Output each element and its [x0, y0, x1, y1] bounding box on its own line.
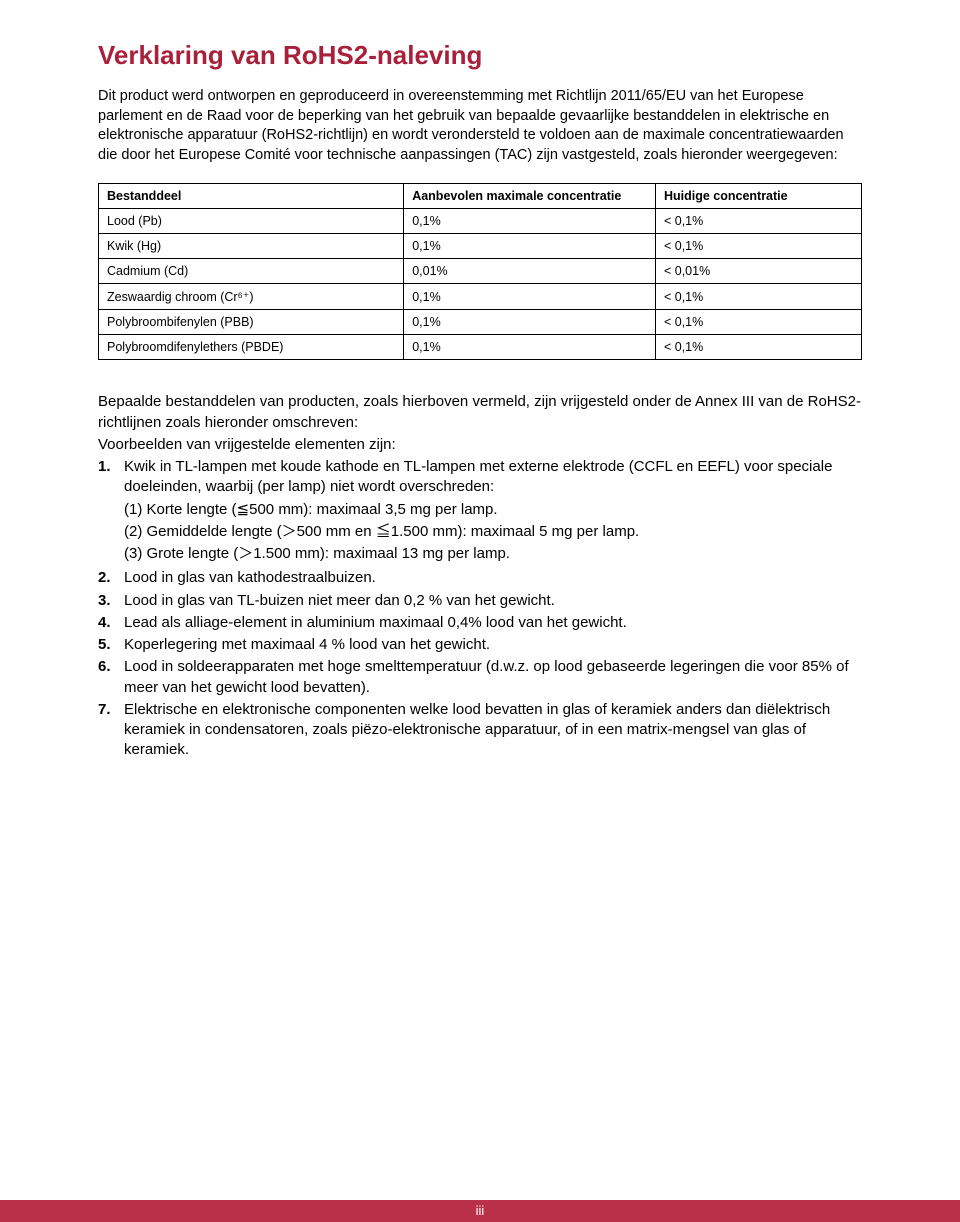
document-page: Verklaring van RoHS2-naleving Dit produc… [0, 0, 960, 1222]
list-text: Lood in glas van kathodestraalbuizen. [124, 568, 862, 588]
list-item: 2. Lood in glas van kathodestraalbuizen. [98, 568, 862, 588]
cell-substance: Kwik (Hg) [99, 234, 404, 259]
list-item: 4. Lead als alliage-element in aluminium… [98, 613, 862, 633]
page-title: Verklaring van RoHS2-naleving [98, 40, 862, 71]
cell-substance: Polybroombifenylen (PBB) [99, 310, 404, 335]
list-number: 5. [98, 635, 124, 655]
list-item: 5. Koperlegering met maximaal 4 % lood v… [98, 635, 862, 655]
table-row: Polybroombifenylen (PBB) 0,1% < 0,1% [99, 310, 862, 335]
list-text: Koperlegering met maximaal 4 % lood van … [124, 635, 862, 655]
list-number: 6. [98, 657, 124, 698]
list-text: Kwik in TL-lampen met koude kathode en T… [124, 458, 832, 495]
list-text: Lead als alliage-element in aluminium ma… [124, 613, 862, 633]
table-header-row: Bestanddeel Aanbevolen maximale concentr… [99, 184, 862, 209]
page-footer: iii [0, 1200, 960, 1222]
table-row: Zeswaardig chroom (Cr⁶⁺) 0,1% < 0,1% [99, 284, 862, 310]
cell-current: < 0,1% [655, 234, 861, 259]
cell-max: 0,1% [404, 310, 656, 335]
col-header-substance: Bestanddeel [99, 184, 404, 209]
list-number: 1. [98, 457, 124, 566]
col-header-max: Aanbevolen maximale concentratie [404, 184, 656, 209]
exemption-list: 1. Kwik in TL-lampen met koude kathode e… [98, 457, 862, 761]
list-item: 6. Lood in soldeerapparaten met hoge sme… [98, 657, 862, 698]
exemption-section: Bepaalde bestanddelen van producten, zoa… [98, 392, 862, 760]
cell-max: 0,01% [404, 259, 656, 284]
table-row: Polybroomdifenylethers (PBDE) 0,1% < 0,1… [99, 335, 862, 360]
list-text: Lood in glas van TL-buizen niet meer dan… [124, 591, 862, 611]
rohs-table: Bestanddeel Aanbevolen maximale concentr… [98, 183, 862, 360]
list-item: 3. Lood in glas van TL-buizen niet meer … [98, 591, 862, 611]
table-row: Lood (Pb) 0,1% < 0,1% [99, 209, 862, 234]
cell-max: 0,1% [404, 284, 656, 310]
sub-item: (3) Grote lengte (＞1.500 mm): maximaal 1… [124, 544, 862, 564]
list-number: 3. [98, 591, 124, 611]
cell-max: 0,1% [404, 335, 656, 360]
cell-current: < 0,1% [655, 284, 861, 310]
list-number: 7. [98, 700, 124, 761]
sub-item: (1) Korte lengte (≦500 mm): maximaal 3,5… [124, 500, 862, 520]
page-number: iii [476, 1203, 485, 1218]
cell-current: < 0,01% [655, 259, 861, 284]
cell-substance: Polybroomdifenylethers (PBDE) [99, 335, 404, 360]
cell-current: < 0,1% [655, 335, 861, 360]
cell-substance: Cadmium (Cd) [99, 259, 404, 284]
list-number: 2. [98, 568, 124, 588]
table-row: Cadmium (Cd) 0,01% < 0,01% [99, 259, 862, 284]
list-number: 4. [98, 613, 124, 633]
table-row: Kwik (Hg) 0,1% < 0,1% [99, 234, 862, 259]
cell-current: < 0,1% [655, 310, 861, 335]
list-item: 1. Kwik in TL-lampen met koude kathode e… [98, 457, 862, 566]
cell-substance: Zeswaardig chroom (Cr⁶⁺) [99, 284, 404, 310]
exempt-intro-1: Bepaalde bestanddelen van producten, zoa… [98, 392, 862, 433]
cell-max: 0,1% [404, 234, 656, 259]
exempt-intro-2: Voorbeelden van vrijgestelde elementen z… [98, 435, 862, 455]
intro-paragraph: Dit product werd ontworpen en geproducee… [98, 87, 862, 165]
cell-max: 0,1% [404, 209, 656, 234]
sub-list: (1) Korte lengte (≦500 mm): maximaal 3,5… [124, 500, 862, 565]
cell-substance: Lood (Pb) [99, 209, 404, 234]
list-text: Elektrische en elektronische componenten… [124, 700, 862, 761]
cell-current: < 0,1% [655, 209, 861, 234]
list-text: Lood in soldeerapparaten met hoge smeltt… [124, 657, 862, 698]
col-header-current: Huidige concentratie [655, 184, 861, 209]
list-item: 7. Elektrische en elektronische componen… [98, 700, 862, 761]
sub-item: (2) Gemiddelde lengte (＞500 mm en ≦1.500… [124, 522, 862, 542]
